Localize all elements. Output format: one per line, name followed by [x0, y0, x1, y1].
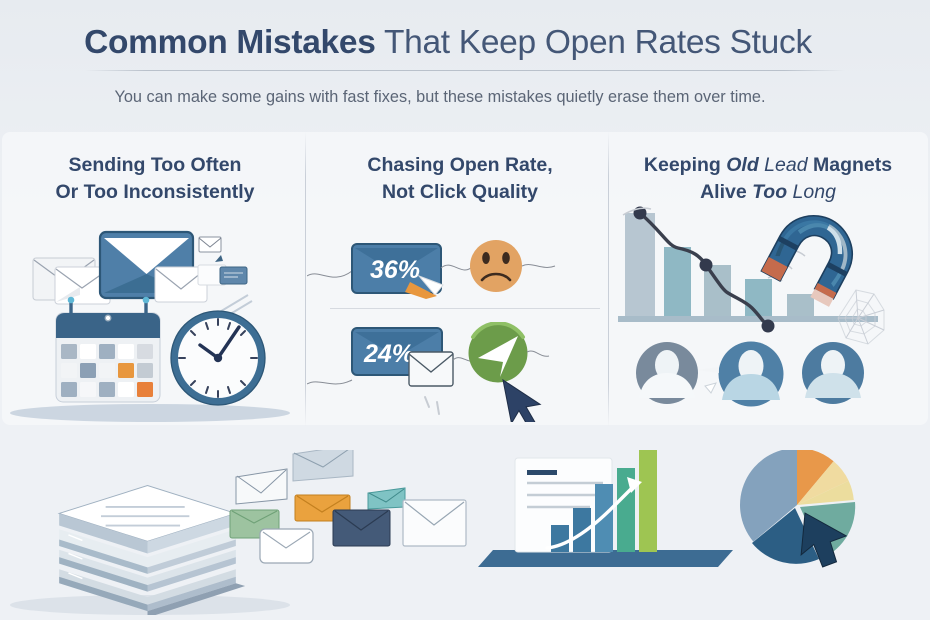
svg-text:36%: 36%: [370, 256, 420, 284]
svg-text:24%: 24%: [363, 340, 414, 368]
